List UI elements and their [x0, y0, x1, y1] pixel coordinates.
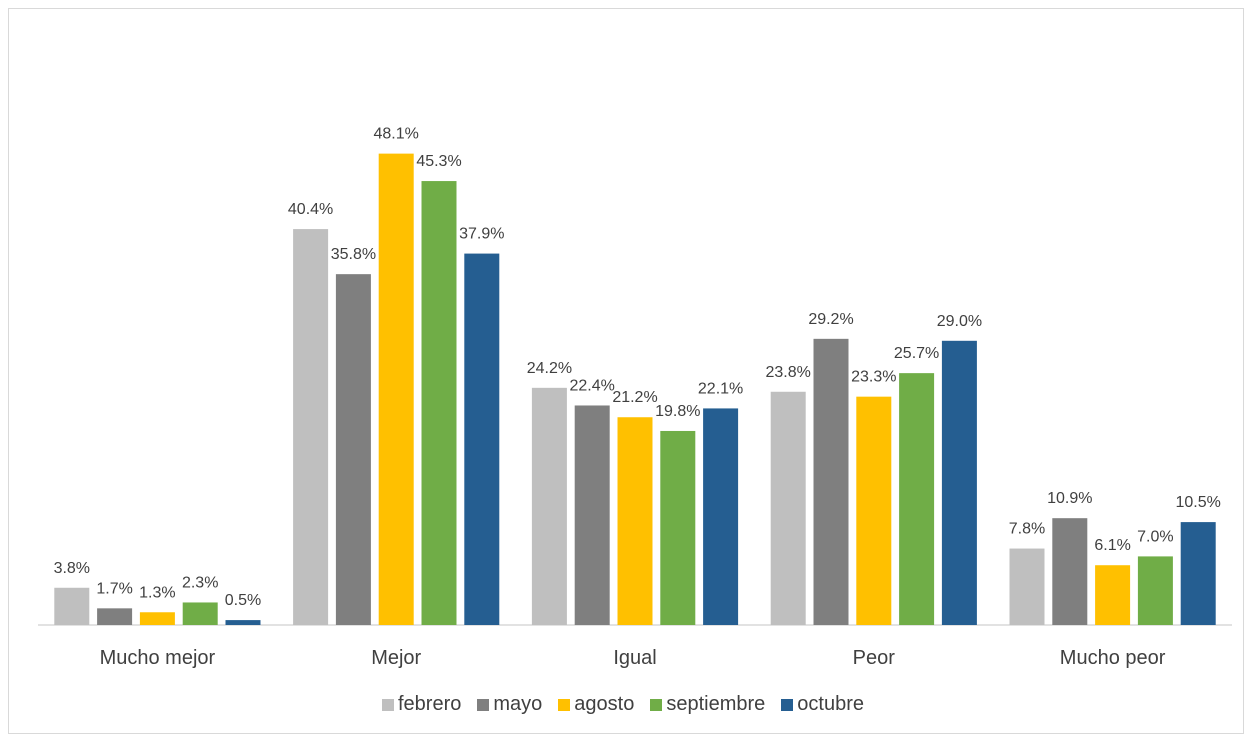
- legend-swatch-mayo: [477, 698, 490, 711]
- bar-octubre-4: [1180, 522, 1216, 625]
- data-label-mayo-0: 1.7%: [96, 580, 132, 597]
- bar-agosto-0: [139, 612, 175, 625]
- category-label-4: Mucho peor: [1060, 647, 1166, 669]
- legend-label-octubre: octubre: [797, 693, 864, 715]
- data-label-octubre-3: 29.0%: [937, 313, 982, 330]
- bar-febrero-4: [1009, 548, 1045, 625]
- bar-septiembre-1: [421, 181, 457, 625]
- data-label-febrero-0: 3.8%: [54, 560, 90, 577]
- data-label-febrero-3: 23.8%: [766, 364, 811, 381]
- category-label-0: Mucho mejor: [100, 647, 216, 669]
- legend-swatch-agosto: [558, 698, 571, 711]
- data-label-septiembre-4: 7.0%: [1137, 528, 1173, 545]
- bar-septiembre-2: [660, 430, 696, 625]
- data-label-agosto-1: 48.1%: [374, 126, 419, 143]
- bar-febrero-0: [54, 587, 90, 625]
- legend-item-mayo: mayo: [477, 693, 542, 716]
- legend-label-agosto: agosto: [574, 693, 635, 715]
- data-label-mayo-2: 22.4%: [570, 377, 615, 394]
- bar-febrero-3: [770, 391, 806, 625]
- data-label-octubre-2: 22.1%: [698, 380, 743, 397]
- category-label-1: Mejor: [371, 647, 421, 669]
- category-label-3: Peor: [853, 647, 896, 669]
- legend-label-mayo: mayo: [493, 693, 543, 715]
- bar-agosto-1: [378, 153, 414, 625]
- data-label-octubre-1: 37.9%: [459, 226, 504, 243]
- bar-mayo-3: [813, 338, 849, 625]
- bar-febrero-1: [293, 229, 329, 625]
- data-label-febrero-1: 40.4%: [288, 201, 333, 218]
- bar-septiembre-0: [182, 602, 218, 625]
- legend-swatch-octubre: [781, 698, 794, 711]
- legend-item-octubre: octubre: [781, 693, 864, 716]
- data-label-mayo-1: 35.8%: [331, 246, 376, 263]
- data-label-septiembre-2: 19.8%: [655, 403, 700, 420]
- bar-octubre-1: [464, 253, 500, 625]
- data-label-septiembre-3: 25.7%: [894, 345, 939, 362]
- data-label-agosto-2: 21.2%: [612, 389, 657, 406]
- bar-mayo-1: [335, 274, 371, 625]
- data-label-mayo-4: 10.9%: [1047, 490, 1092, 507]
- legend-item-agosto: agosto: [558, 693, 634, 716]
- legend-item-septiembre: septiembre: [650, 693, 765, 716]
- bar-mayo-4: [1052, 518, 1088, 625]
- data-label-febrero-2: 24.2%: [527, 360, 572, 377]
- data-label-octubre-0: 0.5%: [225, 592, 261, 609]
- bar-chart-plot: 3.8% 1.7% 1.3% 2.3% 0.5% Mucho mejor 40.4% 35.8…: [38, 126, 1232, 669]
- bar-octubre-2: [703, 408, 739, 625]
- bar-agosto-3: [856, 396, 892, 625]
- data-label-agosto-3: 23.3%: [851, 369, 896, 386]
- bar-septiembre-4: [1137, 556, 1173, 625]
- legend-label-septiembre: septiembre: [666, 693, 766, 715]
- bar-agosto-4: [1095, 565, 1131, 625]
- legend-swatch-septiembre: [650, 698, 663, 711]
- data-label-agosto-0: 1.3%: [139, 584, 175, 601]
- data-label-septiembre-0: 2.3%: [182, 574, 218, 591]
- data-label-mayo-3: 29.2%: [808, 311, 853, 328]
- bar-octubre-0: [225, 620, 261, 625]
- category-label-2: Igual: [613, 647, 656, 669]
- bar-mayo-0: [97, 608, 133, 625]
- data-label-agosto-4: 6.1%: [1094, 537, 1130, 554]
- data-label-septiembre-1: 45.3%: [416, 153, 461, 170]
- legend-label-febrero: febrero: [398, 693, 462, 715]
- data-label-octubre-4: 10.5%: [1176, 494, 1221, 511]
- bar-septiembre-3: [899, 373, 935, 625]
- legend: febrero mayo agosto septiembre octubre: [0, 693, 1246, 716]
- legend-item-febrero: febrero: [382, 693, 461, 716]
- bar-mayo-2: [574, 405, 610, 625]
- legend-swatch-febrero: [382, 698, 394, 711]
- data-label-febrero-4: 7.8%: [1009, 521, 1045, 538]
- bar-agosto-2: [617, 417, 653, 625]
- bar-febrero-2: [531, 387, 567, 625]
- bar-octubre-3: [941, 340, 977, 625]
